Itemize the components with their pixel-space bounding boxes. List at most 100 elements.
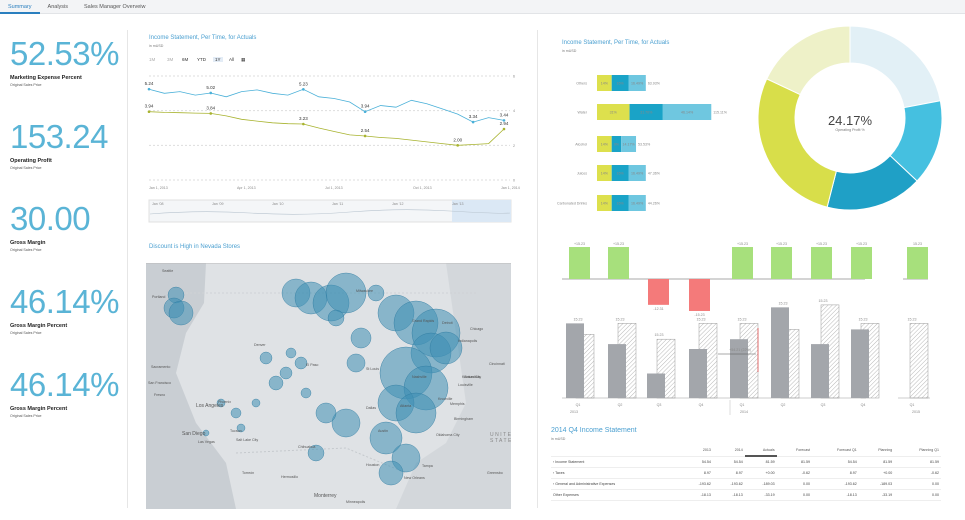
col-header[interactable]: 2013 xyxy=(681,445,713,457)
navigator-label: Jan '13 xyxy=(452,202,463,206)
segment-label: 14% xyxy=(601,202,609,206)
variance-label: +15.23 xyxy=(856,242,867,246)
line-point xyxy=(302,122,305,126)
y-tick-label: 2 xyxy=(513,144,515,148)
map-place-label: Tampa xyxy=(422,464,433,468)
tab-summary[interactable]: Summary xyxy=(0,0,40,14)
row-label: › General and Administrative Expenses xyxy=(551,478,681,490)
table-row[interactable]: › Income Statement 54.54 54.54 81.59 81.59 54… xyxy=(551,456,941,468)
col-header[interactable]: Planning Q1 xyxy=(894,445,941,457)
bar-value-label: 15.23 xyxy=(738,317,747,321)
map-place-label: El Paso xyxy=(306,363,319,367)
stacked-bar-segment xyxy=(628,75,646,91)
map-place-label: Denver xyxy=(254,343,266,347)
map-bubble xyxy=(236,423,246,433)
col-header[interactable]: 2014 xyxy=(712,445,745,457)
map-place-label: Kansas City xyxy=(462,375,482,379)
table-row[interactable]: › Taxes 8.97 8.97 +0.00 -0.62 8.97 +0.00 -0.62 xyxy=(551,467,941,479)
kpi-sub: Original Sales Price xyxy=(10,83,42,87)
map-place-label: Columbus xyxy=(464,375,481,379)
variance-bar xyxy=(811,247,832,279)
kpi-marketing-expense: 52.53% Marketing Expense Percent Origina… xyxy=(10,37,120,87)
calendar-icon[interactable]: ▦ xyxy=(241,57,246,62)
range-all[interactable]: All xyxy=(229,57,235,62)
kpi-gross-margin: 30.00 Gross Margin Original Sales Price xyxy=(10,202,120,252)
table-cell: -193.62 xyxy=(812,478,859,490)
kpi-gross-margin-percent-2: 46.14% Gross Margin Percent Original Sal… xyxy=(10,368,120,418)
segment-label: 14% xyxy=(601,143,609,147)
map-bubble xyxy=(268,375,284,391)
range-1y[interactable]: 1Y xyxy=(213,57,223,62)
bar-total-label: 63.93% xyxy=(648,82,661,86)
line-point-label: 5.02 xyxy=(206,85,215,90)
table-cell: -33.19 xyxy=(744,489,777,501)
stacked-bar-segment xyxy=(611,136,622,152)
variance-label: 15.23 xyxy=(913,242,922,246)
range-1m[interactable]: 1M xyxy=(149,57,156,62)
variance-bar xyxy=(771,247,792,279)
segment-label: 16.49% xyxy=(631,202,644,206)
quarter-label: Q1 xyxy=(740,403,745,407)
map-bubble xyxy=(378,460,404,486)
segment-label: 14.17% xyxy=(622,143,635,147)
table-cell: 54.54 xyxy=(812,456,859,468)
map-place-label: Dallas xyxy=(366,406,376,410)
row-label: Other Expenses xyxy=(551,489,681,501)
kpi-value: 153.24 xyxy=(10,118,108,155)
navigator-label: Jan '12 xyxy=(392,202,403,206)
line-series-0 xyxy=(148,88,505,123)
statement-title: 2014 Q4 Income Statement xyxy=(551,427,637,434)
line-point xyxy=(209,91,213,95)
table-cell: -33.19 xyxy=(858,489,895,501)
map-bubble xyxy=(350,327,372,349)
variance-bar xyxy=(569,247,590,279)
donut-slice xyxy=(766,25,851,96)
segment-label: 14% xyxy=(601,82,609,86)
y-tick-label: 0 xyxy=(513,179,515,183)
bubble-map[interactable]: Seattle Portland Sacramento San Francisco Fr… xyxy=(146,263,511,509)
col-header[interactable]: Actuals xyxy=(744,445,777,457)
plan-bar xyxy=(909,323,929,399)
map-place-label: Los Angeles xyxy=(196,403,224,409)
bar-value-label: 15.23 xyxy=(908,317,917,321)
category-label: Others xyxy=(576,82,587,86)
map-bubble xyxy=(230,407,242,419)
range-ytd[interactable]: YTD xyxy=(197,57,206,62)
tab-analysis[interactable]: Analysis xyxy=(47,4,69,10)
table-cell: -193.62 xyxy=(681,478,713,490)
col-header[interactable]: Forecast xyxy=(776,445,812,457)
kpi-label: Gross Margin Percent xyxy=(10,323,68,329)
line-point-label: 5.24 xyxy=(145,81,154,86)
bar-value-label: 15.23 xyxy=(574,317,583,321)
range-6m[interactable]: 6M xyxy=(182,57,189,62)
line-point xyxy=(147,110,151,114)
map-place-label: Salt Lake City xyxy=(236,438,259,442)
navigator-line xyxy=(149,209,511,215)
table-row[interactable]: › General and Administrative Expenses -19… xyxy=(551,478,941,490)
table-cell: -189.03 xyxy=(744,478,777,490)
segment-label: 46.14% xyxy=(681,111,694,115)
kpi-value: 30.00 xyxy=(10,200,91,237)
actual-bar xyxy=(647,373,665,398)
table-cell: -0.62 xyxy=(776,467,812,479)
segment-label: 16.49% xyxy=(631,172,644,176)
map-bubble xyxy=(294,356,308,370)
tab-sales-manager-overview[interactable]: Sales Manager Overveiw xyxy=(84,4,146,10)
table-row[interactable]: Other Expenses -18.13 -18.13 -33.19 0.00 -18.… xyxy=(551,489,941,501)
segment-label: 16% xyxy=(616,82,624,86)
line-chart-title: Income Statement, Per Time, for Actuals xyxy=(149,35,257,41)
map-place-label: Nashville xyxy=(412,375,427,379)
map-bubble xyxy=(168,300,194,326)
donut-slice xyxy=(757,78,837,208)
map-title: Discount is High in Nevada Stores xyxy=(149,244,241,250)
map-place-label: Tucson xyxy=(230,429,242,433)
col-header[interactable]: Planning xyxy=(858,445,895,457)
bar-total-label: 115.11% xyxy=(713,111,727,115)
range-3m[interactable]: 3M xyxy=(167,57,174,62)
kpi-label: Gross Margin Percent xyxy=(10,406,68,412)
col-header[interactable]: Forecast Q1 xyxy=(812,445,859,457)
map-place-label: Hermosillo xyxy=(281,475,298,479)
bar-value-label: 15.23 xyxy=(697,317,706,321)
map-place-label: Seattle xyxy=(162,269,174,273)
